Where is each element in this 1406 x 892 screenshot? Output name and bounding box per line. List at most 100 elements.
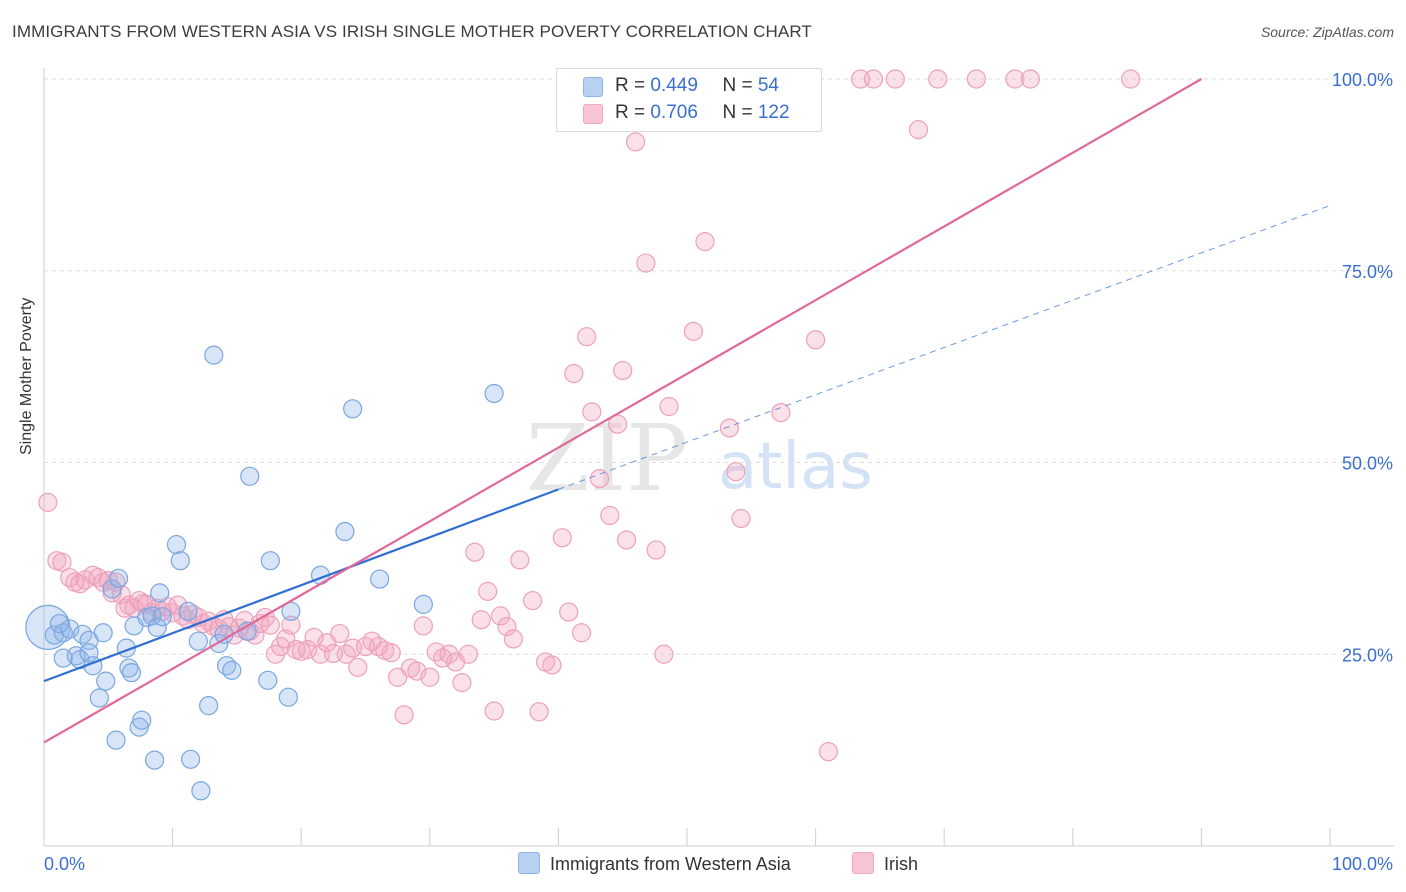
western-asia-points xyxy=(25,345,504,801)
irish-point xyxy=(1020,69,1040,89)
western-asia-point xyxy=(142,606,162,626)
legend-pink-r-value: 0.706 xyxy=(650,102,698,123)
irish-point xyxy=(683,321,704,341)
y-tick-label: 100.0% xyxy=(1332,70,1393,90)
irish-point xyxy=(928,69,948,89)
western-asia-point xyxy=(260,551,280,571)
irish-point xyxy=(908,120,929,140)
western-asia-point xyxy=(413,594,433,614)
irish-point xyxy=(523,590,543,611)
legend-blue-r-value: 0.449 xyxy=(650,75,698,96)
bottom-legend-pink-label: Irish xyxy=(884,854,919,874)
irish-trend-line xyxy=(43,78,1202,744)
western-asia-point xyxy=(152,607,172,627)
western-asia-point xyxy=(147,617,167,638)
correlation-legend: R = 0.449 N = 54 R = 0.706 N = 122 xyxy=(556,68,822,132)
watermark-zip: ZIP xyxy=(526,405,688,512)
western-asia-point xyxy=(191,781,211,801)
irish-point xyxy=(600,505,620,526)
western-asia-point xyxy=(93,623,113,643)
western-asia-point xyxy=(49,613,70,634)
bottom-legend-blue-label: Immigrants from Western Asia xyxy=(550,854,791,874)
western-asia-point xyxy=(278,687,298,707)
irish-point xyxy=(659,396,679,417)
irish-point xyxy=(465,542,485,562)
western-asia-point xyxy=(370,569,390,589)
legend-blue-n-value: 54 xyxy=(757,75,779,96)
western-asia-point xyxy=(335,521,355,542)
axes xyxy=(43,68,1394,847)
bottom-legend-pink: Irish xyxy=(852,852,918,875)
irish-point xyxy=(654,644,674,664)
legend-blue-n-label: N = xyxy=(722,75,758,96)
irish-point xyxy=(542,655,562,675)
irish-point xyxy=(381,643,401,663)
western-asia-point xyxy=(170,551,190,571)
irish-point xyxy=(330,623,350,644)
irish-point xyxy=(503,629,523,649)
bottom-legend-blue: Immigrants from Western Asia xyxy=(518,852,791,875)
irish-point xyxy=(625,132,646,152)
irish-point xyxy=(260,615,280,635)
western-asia-point xyxy=(214,624,234,644)
grid xyxy=(44,78,1394,655)
irish-point xyxy=(719,418,740,438)
western-asia-point xyxy=(240,466,260,486)
irish-point xyxy=(636,253,656,273)
irish-point xyxy=(863,69,884,89)
western-asia-trend-extension xyxy=(558,205,1331,490)
x-tick-label-min: 0.0% xyxy=(44,854,85,874)
western-asia-point xyxy=(150,583,170,603)
irish-point xyxy=(298,640,318,660)
western-asia-point xyxy=(204,345,224,365)
legend-pink-r-label: R = xyxy=(615,102,651,123)
blue-swatch-icon xyxy=(583,77,603,97)
irish-point xyxy=(771,403,791,423)
irish-points xyxy=(38,69,1141,762)
western-asia-point xyxy=(89,688,109,708)
irish-point xyxy=(577,327,597,347)
irish-point xyxy=(510,550,530,570)
western-asia-point xyxy=(108,568,129,588)
western-asia-point xyxy=(132,710,152,730)
irish-point xyxy=(646,540,666,560)
irish-point xyxy=(589,469,610,489)
irish-point xyxy=(471,610,491,630)
irish-point xyxy=(168,595,188,615)
irish-point xyxy=(199,611,219,631)
y-axis-label: Single Mother Poverty xyxy=(18,297,35,455)
irish-point xyxy=(420,667,440,687)
source-label: Source: ZipAtlas.com xyxy=(1260,24,1394,40)
irish-point xyxy=(497,617,517,637)
irish-point xyxy=(52,552,72,572)
western-asia-point xyxy=(188,631,208,651)
irish-point xyxy=(552,528,572,548)
legend-blue-r-label: R = xyxy=(615,75,651,96)
western-asia-point xyxy=(144,750,165,770)
y-tick-label: 50.0% xyxy=(1342,454,1393,474)
irish-point xyxy=(613,360,633,381)
irish-point xyxy=(394,705,414,725)
western-asia-trend-line xyxy=(43,488,559,683)
tick-labels: 25.0% 50.0% 75.0% 100.0% 0.0% 100.0% xyxy=(44,70,1393,874)
irish-point xyxy=(805,330,826,350)
irish-point xyxy=(458,644,478,664)
irish-point xyxy=(885,69,905,89)
irish-point xyxy=(1121,69,1141,89)
western-asia-point xyxy=(102,579,122,599)
irish-point xyxy=(607,414,628,434)
western-asia-point xyxy=(181,749,201,769)
chart-title: IMMIGRANTS FROM WESTERN ASIA VS IRISH SI… xyxy=(12,22,812,41)
western-asia-point xyxy=(178,601,198,621)
blue-legend-swatch-icon xyxy=(518,852,540,874)
pink-swatch-icon xyxy=(583,104,603,124)
irish-point xyxy=(529,702,549,722)
irish-point xyxy=(1005,69,1025,89)
irish-point xyxy=(731,508,751,529)
western-asia-point xyxy=(121,663,142,683)
western-asia-point xyxy=(166,534,187,555)
y-tick-label: 75.0% xyxy=(1342,262,1393,282)
irish-point xyxy=(818,742,839,762)
irish-point xyxy=(966,69,986,89)
